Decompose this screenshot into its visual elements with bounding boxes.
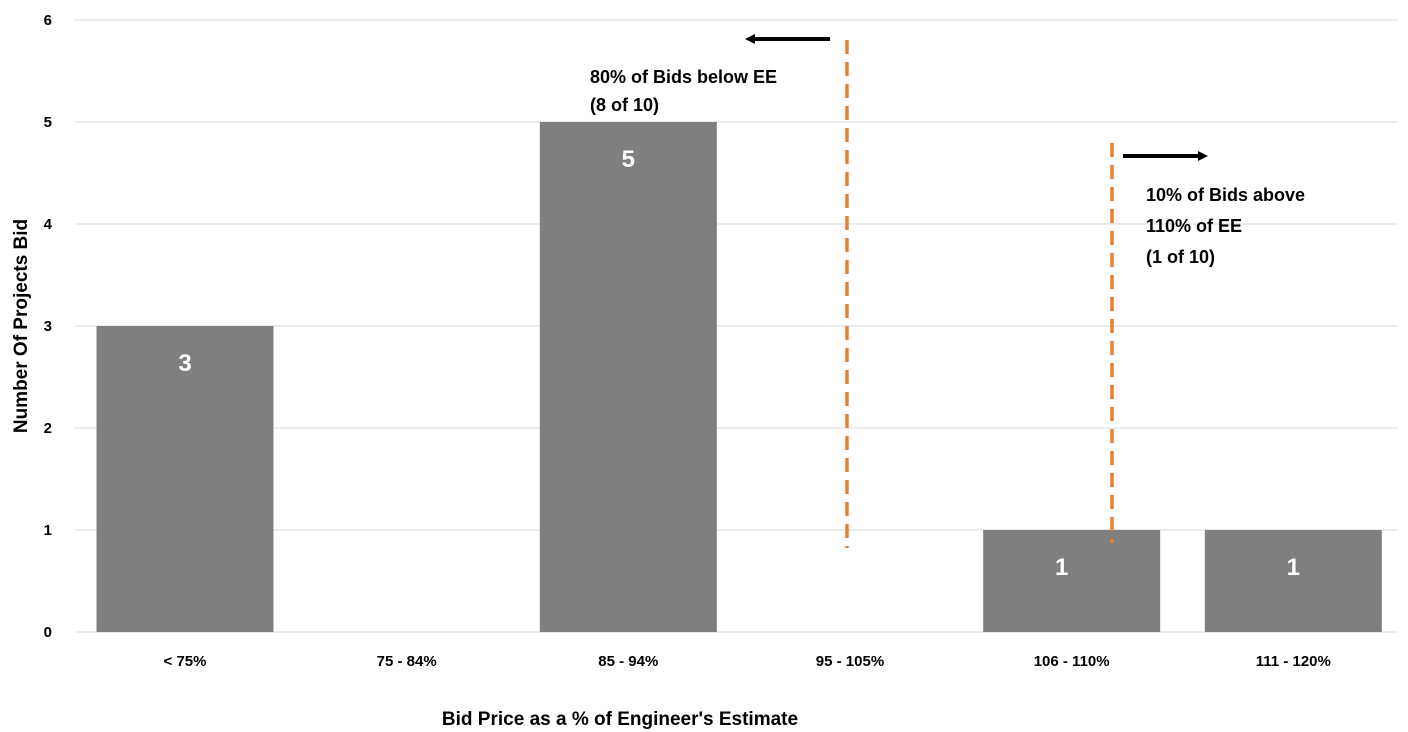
y-axis-title: Number Of Projects Bid (11, 219, 32, 433)
x-tick-label: 75 - 84% (377, 653, 437, 670)
x-tick-label: < 75% (164, 653, 207, 670)
annotation-below-line-2: (8 of 10) (590, 95, 659, 115)
y-tick-label: 3 (44, 318, 52, 335)
bars: 3 5 1 1 (96, 122, 1382, 632)
gridlines (75, 19, 1398, 633)
bar-value-label: 1 (1287, 554, 1300, 581)
y-tick-label: 2 (44, 420, 52, 437)
bar (1204, 530, 1382, 632)
bar-value-label: 3 (178, 350, 191, 377)
x-axis-title: Bid Price as a % of Engineer's Estimate (442, 709, 798, 730)
y-tick-label: 4 (44, 216, 53, 233)
bar (539, 122, 717, 632)
x-axis-ticks: < 75% 75 - 84% 85 - 94% 95 - 105% 106 - 110%… (164, 653, 1331, 670)
y-tick-label: 1 (44, 522, 52, 539)
annotation-above-line-1: 10% of Bids above (1146, 185, 1305, 205)
annotation-below-line-1: 80% of Bids below EE (590, 67, 777, 87)
x-tick-label: 85 - 94% (598, 653, 658, 670)
y-tick-label: 6 (44, 12, 52, 29)
annotation-above-line-2: 110% of EE (1146, 216, 1242, 236)
x-tick-label: 111 - 120% (1256, 653, 1331, 670)
y-tick-label: 0 (44, 624, 52, 641)
bar-value-label: 5 (622, 146, 635, 173)
bar-value-label: 1 (1055, 554, 1068, 581)
bar (96, 326, 274, 632)
bar (983, 530, 1161, 632)
annotations: 80% of Bids below EE (8 of 10) 10% of Bi… (590, 34, 1305, 548)
y-axis-ticks: 0 1 2 3 4 5 6 (44, 12, 53, 641)
x-tick-label: 106 - 110% (1034, 653, 1110, 670)
y-tick-label: 5 (44, 114, 52, 131)
x-tick-label: 95 - 105% (816, 653, 884, 670)
annotation-above-line-3: (1 of 10) (1146, 247, 1215, 267)
